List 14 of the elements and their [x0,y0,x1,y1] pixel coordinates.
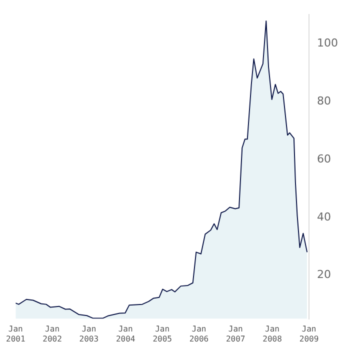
y-tick-label: 100 [317,36,338,50]
x-tick-label: Jan 2002 [42,324,62,344]
y-tick-label: 80 [317,94,332,108]
x-tick-label: Jan 2008 [262,324,282,344]
x-tick-label: Jan 2006 [189,324,209,344]
x-tick-label: Jan 2004 [116,324,136,344]
x-tick-label: Jan 2003 [79,324,99,344]
x-tick-label: Jan 2005 [152,324,172,344]
y-tick-label: 20 [317,268,332,282]
x-tick-label: Jan 2009 [299,324,319,344]
y-tick-label: 40 [317,210,332,224]
x-tick-label: Jan 2001 [6,324,26,344]
y-tick-label: 60 [317,152,332,166]
x-tick-label: Jan 2007 [226,324,246,344]
